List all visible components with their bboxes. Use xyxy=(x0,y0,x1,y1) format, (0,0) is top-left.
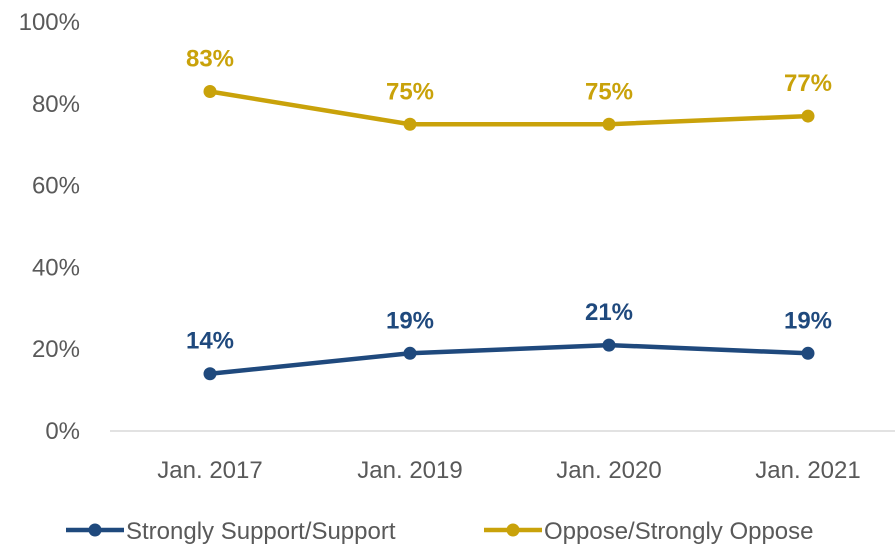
data-label: 14% xyxy=(186,328,234,355)
y-tick-label: 100% xyxy=(19,9,80,36)
data-point xyxy=(801,109,815,123)
legend-item: Strongly Support/Support xyxy=(66,518,396,545)
x-tick-label: Jan. 2021 xyxy=(755,457,860,484)
data-label: 75% xyxy=(386,78,434,105)
data-point xyxy=(602,117,616,131)
data-point xyxy=(403,117,417,131)
legend-label: Strongly Support/Support xyxy=(126,518,396,545)
data-point xyxy=(403,346,417,360)
series-strongly-support-support: 14% 19% 21% 19% xyxy=(186,299,832,381)
data-point xyxy=(203,367,217,381)
data-label: 19% xyxy=(386,307,434,334)
y-tick-label: 20% xyxy=(32,336,80,363)
legend-swatch-marker xyxy=(88,523,102,537)
data-point xyxy=(801,346,815,360)
y-tick-label: 0% xyxy=(45,418,80,445)
x-tick-label: Jan. 2017 xyxy=(157,457,262,484)
y-axis: 0% 20% 40% 60% 80% 100% xyxy=(19,9,80,445)
y-tick-label: 60% xyxy=(32,173,80,200)
data-label: 77% xyxy=(784,70,832,97)
series-line xyxy=(207,89,811,127)
y-tick-label: 40% xyxy=(32,254,80,281)
x-tick-label: Jan. 2020 xyxy=(556,457,661,484)
x-axis: Jan. 2017 Jan. 2019 Jan. 2020 Jan. 2021 xyxy=(110,430,895,484)
data-label: 21% xyxy=(585,299,633,326)
series-group: 14% 19% 21% 19% 83% 75% 75% 77% xyxy=(186,46,832,381)
x-tick-label: Jan. 2019 xyxy=(357,457,462,484)
legend-item: Oppose/Strongly Oppose xyxy=(484,518,814,545)
series-oppose-strongly-oppose: 83% 75% 75% 77% xyxy=(186,46,832,131)
y-tick-label: 80% xyxy=(32,91,80,118)
data-point xyxy=(203,85,217,99)
data-point xyxy=(602,338,616,352)
legend: Strongly Support/Support Oppose/Strongly … xyxy=(66,518,814,545)
series-line xyxy=(207,342,811,376)
data-label: 75% xyxy=(585,78,633,105)
legend-swatch-marker xyxy=(506,523,520,537)
data-label: 83% xyxy=(186,46,234,73)
legend-label: Oppose/Strongly Oppose xyxy=(544,518,814,545)
data-label: 19% xyxy=(784,307,832,334)
